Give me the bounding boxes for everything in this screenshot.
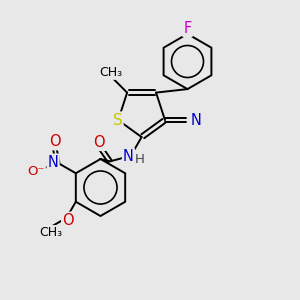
Text: CH₃: CH₃ (99, 66, 122, 79)
Text: F: F (183, 21, 192, 36)
Text: S: S (113, 112, 122, 128)
Text: N: N (123, 149, 134, 164)
Text: H: H (134, 153, 144, 166)
Text: O: O (94, 135, 105, 150)
Text: O: O (49, 134, 60, 149)
Text: CH₃: CH₃ (39, 226, 62, 239)
Text: N: N (48, 155, 58, 170)
Text: O⁻: O⁻ (27, 165, 45, 178)
Text: O: O (62, 213, 74, 228)
Text: N: N (190, 112, 201, 128)
